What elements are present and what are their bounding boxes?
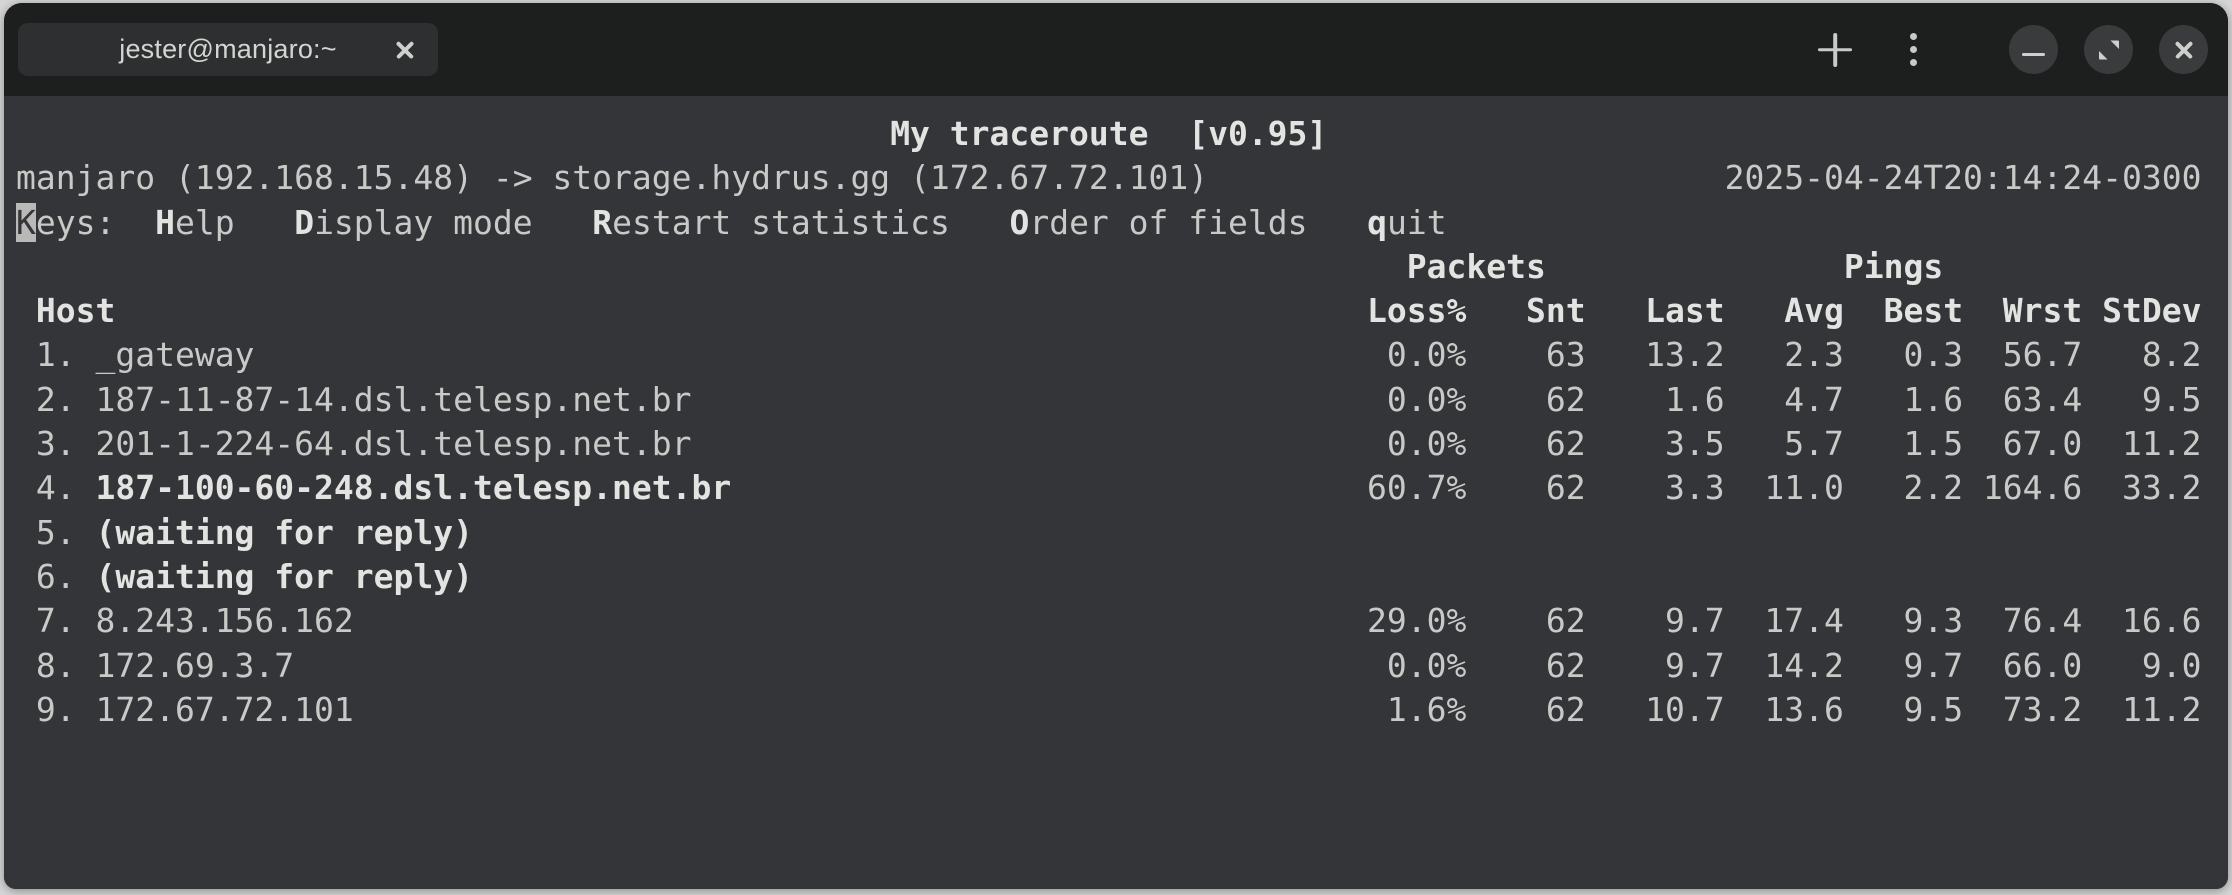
hop-row: 8. 172.69.3.7 0.0% 62 9.7 14.2 9.7 66.0 … [16, 645, 2202, 685]
titlebar[interactable]: jester@manjaro:~ [4, 3, 2228, 96]
hop-row: 3. 201-1-224-64.dsl.telesp.net.br 0.0% 6… [16, 424, 2202, 464]
close-icon [395, 40, 415, 60]
mtr-column-header-line: Host Loss% Snt Last Avg Best Wrst StDev [35, 291, 2202, 331]
minimize-icon [2022, 52, 2045, 57]
tab-title: jester@manjaro:~ [119, 34, 337, 64]
tab-close-button[interactable] [388, 33, 422, 67]
kebab-menu-icon [1909, 46, 1917, 53]
hop-row: 9. 172.67.72.101 1.6% 62 10.7 13.6 9.5 7… [16, 689, 2202, 729]
mtr-title-line: My traceroute [v0.95] [890, 114, 1328, 153]
hop-row: 5. (waiting for reply) [16, 512, 473, 552]
maximize-icon [2098, 40, 2119, 59]
hop-row: 1. _gateway 0.0% 63 13.2 2.3 0.3 56.7 8.… [16, 335, 2202, 375]
window-close-button[interactable] [2159, 25, 2208, 74]
hop-row: 7. 8.243.156.162 29.0% 62 9.7 17.4 9.3 7… [16, 601, 2202, 641]
terminal-cursor: K [16, 202, 36, 242]
hop-row: 4. 187-100-60-248.dsl.telesp.net.br 60.7… [16, 468, 2202, 508]
close-icon [2174, 40, 2194, 60]
plus-icon [1818, 33, 1852, 67]
hop-row: 6. (waiting for reply) [16, 556, 473, 596]
new-tab-button[interactable] [1809, 24, 1861, 76]
terminal-screen[interactable]: My traceroute [v0.95] manjaro (192.168.15… [4, 96, 2228, 889]
menu-button[interactable] [1887, 24, 1939, 76]
mtr-group-header-line: Packets Pings [1406, 246, 1944, 286]
mtr-keys-line: Keys: Help Display mode Restart statisti… [16, 202, 1447, 242]
maximize-button[interactable] [2084, 25, 2133, 74]
minimize-button[interactable] [2009, 25, 2058, 74]
terminal-window: jester@manjaro:~ [4, 3, 2228, 889]
hop-row: 2. 187-11-87-14.dsl.telesp.net.br 0.0% 6… [16, 379, 2202, 419]
titlebar-controls [1809, 3, 2208, 96]
mtr-source-line: manjaro (192.168.15.48) -> storage.hydru… [16, 158, 2202, 198]
terminal-tab[interactable]: jester@manjaro:~ [18, 23, 438, 76]
